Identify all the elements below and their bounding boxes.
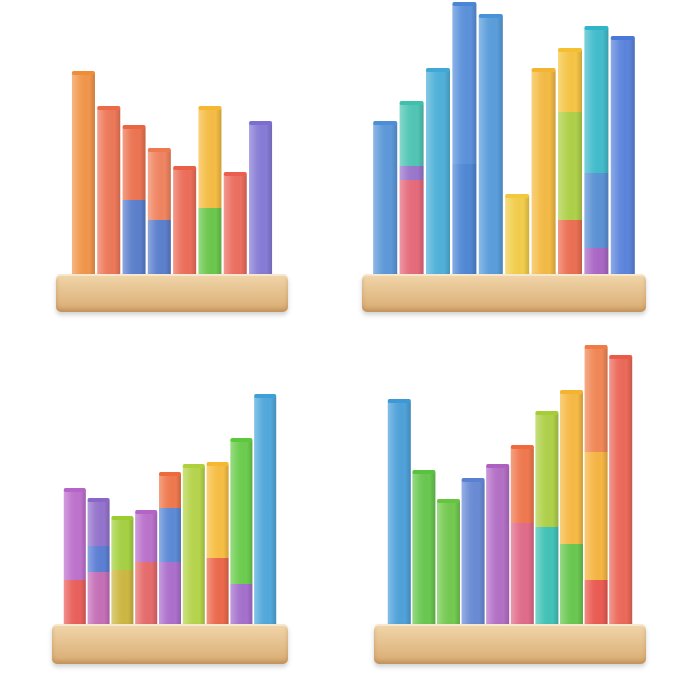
bar-cap: [147, 148, 171, 152]
bar-cap: [198, 106, 222, 110]
bar-cap: [610, 36, 635, 40]
bar-cap: [373, 121, 398, 125]
bar-cap: [584, 26, 609, 30]
bar-cap: [230, 438, 253, 442]
wooden-base: [56, 274, 288, 312]
bar-highlight: [249, 123, 273, 278]
bar-stand-bottom-left: [52, 388, 288, 664]
bar-cap: [97, 106, 121, 110]
bar-highlight: [373, 123, 398, 278]
bar-highlight: [198, 108, 222, 278]
bar-cap: [437, 499, 460, 503]
bar-highlight: [122, 127, 146, 278]
bar-highlight: [437, 501, 460, 628]
bar-stand-top-left: [56, 60, 288, 312]
bar-cap: [558, 48, 582, 52]
bars-svg: [63, 394, 277, 628]
bar-cap: [249, 121, 273, 125]
bar-highlight: [584, 347, 608, 628]
bars-svg: [387, 345, 633, 628]
bar-cap: [182, 464, 205, 468]
bar-highlight: [510, 447, 534, 628]
wooden-base: [374, 624, 646, 664]
bar-highlight: [535, 413, 559, 628]
bar-cap: [111, 516, 134, 520]
bar-highlight: [531, 70, 556, 278]
bar-highlight: [610, 38, 635, 278]
bar-cap: [510, 445, 534, 449]
bar-highlight: [173, 168, 197, 278]
bar-cap: [399, 101, 424, 105]
bar-highlight: [71, 73, 95, 278]
bar-highlight: [87, 500, 110, 628]
bar-highlight: [560, 392, 583, 628]
bar-cap: [478, 14, 503, 18]
bar-cap: [135, 510, 158, 514]
bar-cap: [505, 194, 530, 198]
wooden-base: [362, 274, 646, 312]
bar-cap: [387, 399, 411, 403]
bar-highlight: [387, 401, 411, 628]
bar-cap: [560, 390, 583, 394]
bar-highlight: [558, 50, 582, 278]
bar-cap: [71, 71, 95, 75]
bar-highlight: [254, 396, 277, 628]
bar-highlight: [426, 70, 450, 278]
bar-cap: [452, 2, 477, 6]
bar-cap: [206, 462, 229, 466]
bar-cap: [461, 478, 485, 482]
bar-highlight: [478, 16, 503, 278]
bar-cap: [426, 68, 450, 72]
bar-highlight: [505, 196, 530, 278]
bar-cap: [173, 166, 197, 170]
bar-highlight: [486, 466, 510, 628]
wooden-base: [52, 624, 288, 664]
bars-svg: [373, 2, 635, 278]
bar-cap: [254, 394, 277, 398]
bar-cap: [223, 172, 247, 176]
bar-highlight: [135, 512, 158, 628]
bars-svg: [71, 71, 273, 278]
bar-stand-bottom-right: [374, 340, 646, 664]
bar-cap: [535, 411, 559, 415]
bar-cap: [486, 464, 510, 468]
bar-stand-top-right: [362, 0, 646, 312]
bar-highlight: [111, 518, 134, 628]
bar-highlight: [461, 480, 485, 628]
bar-highlight: [412, 472, 436, 628]
bar-highlight: [206, 464, 229, 628]
bar-cap: [531, 68, 556, 72]
bar-highlight: [147, 150, 171, 278]
bar-highlight: [230, 440, 253, 628]
bar-highlight: [452, 4, 477, 278]
bar-cap: [63, 488, 86, 492]
bar-cap: [87, 498, 110, 502]
bar-highlight: [159, 474, 181, 628]
bar-highlight: [63, 490, 86, 628]
bar-highlight: [182, 466, 205, 628]
bar-cap: [122, 125, 146, 129]
bar-highlight: [223, 174, 247, 278]
bar-cap: [412, 470, 436, 474]
bar-cap: [584, 345, 608, 349]
bar-highlight: [97, 108, 121, 278]
bar-highlight: [584, 28, 609, 278]
bar-cap: [159, 472, 181, 476]
bar-highlight: [399, 103, 424, 278]
bar-cap: [609, 355, 633, 359]
bar-highlight: [609, 357, 633, 628]
